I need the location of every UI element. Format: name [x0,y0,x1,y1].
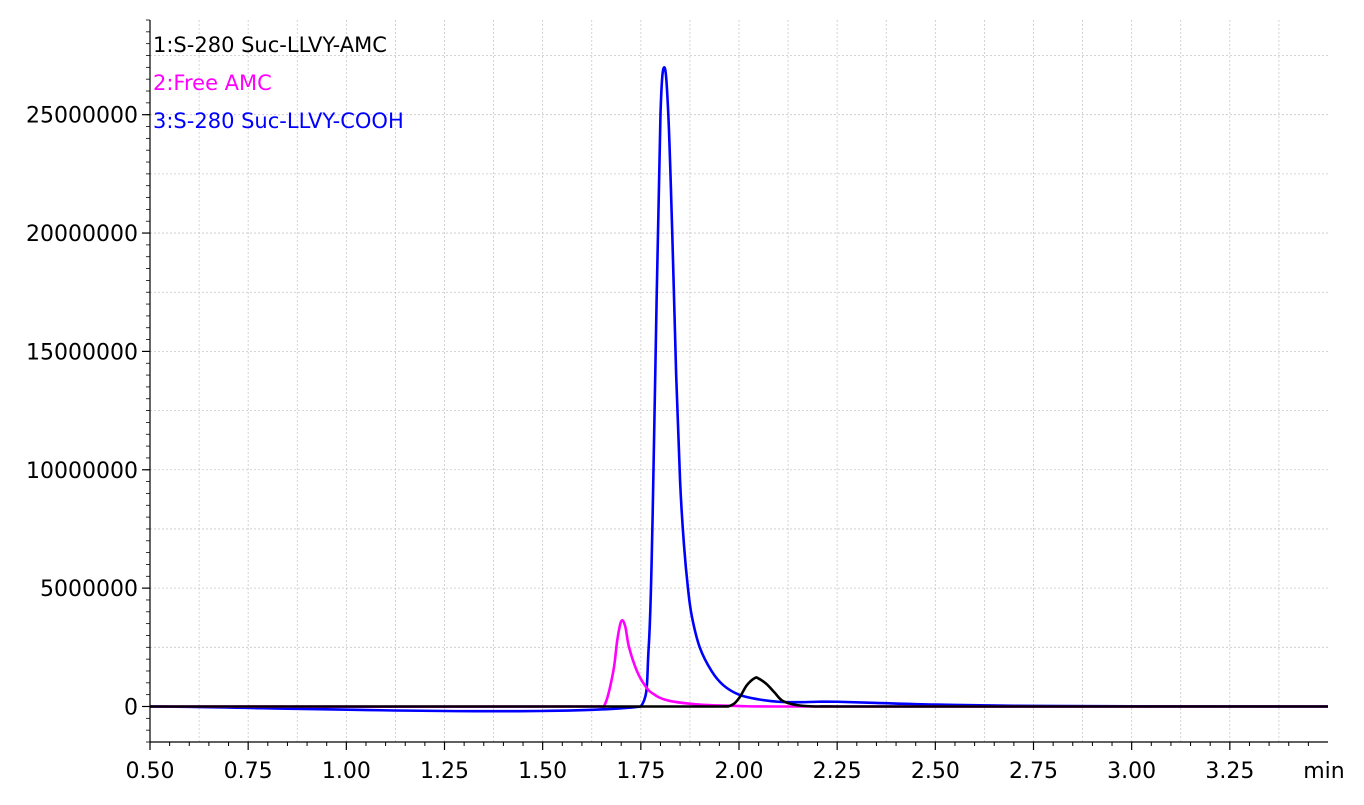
legend-entry-3: 3:S-280 Suc-LLVY-COOH [153,109,404,133]
y-tick-label: 15000000 [26,340,138,365]
x-tick-label: 0.50 [126,759,175,784]
y-tick-label: 0 [124,695,138,720]
x-tick-label: 2.75 [1009,759,1058,784]
trace-series-3 [149,66,1329,713]
x-unit-label: min [1303,759,1345,784]
legend-entry-1: 1:S-280 Suc-LLVY-AMC [153,33,387,57]
x-tick-label: 1.75 [616,759,665,784]
y-tick-label: 25000000 [26,104,138,129]
x-tick-label: 1.00 [322,759,371,784]
x-tick-label: 3.25 [1205,759,1254,784]
x-tick-label: 2.25 [813,759,862,784]
x-tick-label: 1.50 [518,759,567,784]
axis-layer: 0.50 0.75 1.00 1.25 1.50 1.75 2.00 2.25 2.50 2.75… [26,19,1345,784]
legend-entry-2: 2:Free AMC [153,71,272,95]
y-tick-label: 10000000 [26,459,138,484]
trace-series-1 [149,676,1329,708]
x-tick-label: 2.50 [911,759,960,784]
x-tick-label: 2.00 [715,759,764,784]
x-tick-label: 3.00 [1107,759,1156,784]
x-tick-label: 1.25 [420,759,469,784]
legend: 1:S-280 Suc-LLVY-AMC 2:Free AMC 3:S-280 Su… [153,33,404,133]
y-tick-label: 20000000 [26,222,138,247]
x-tick-label: 0.75 [224,759,273,784]
traces-layer [149,66,1329,713]
y-tick-label: 5000000 [40,577,138,602]
